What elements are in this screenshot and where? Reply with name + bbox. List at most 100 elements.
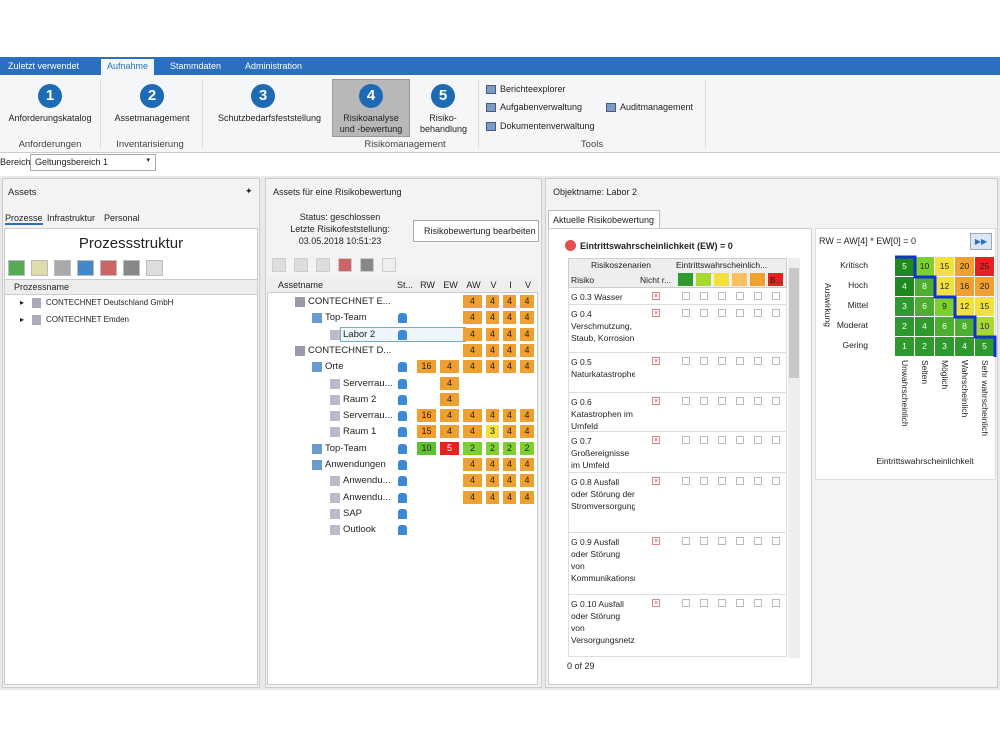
checkbox[interactable] bbox=[718, 537, 726, 545]
edit-button[interactable]: Risikobewertung bearbeiten bbox=[413, 220, 539, 242]
checkbox[interactable] bbox=[718, 309, 726, 317]
asset-name[interactable]: Orte bbox=[325, 361, 344, 373]
toolbar-icon[interactable] bbox=[8, 260, 25, 276]
checkbox[interactable] bbox=[700, 477, 708, 485]
toolbar-icon[interactable] bbox=[360, 258, 374, 272]
checkbox[interactable] bbox=[736, 477, 744, 485]
ribbon-button-label[interactable]: Schutzbedarfsfeststellung bbox=[218, 113, 322, 123]
checkbox[interactable] bbox=[718, 599, 726, 607]
step-circle[interactable]: 3 bbox=[251, 84, 275, 108]
checkbox[interactable] bbox=[754, 397, 762, 405]
toolbar-icon[interactable] bbox=[77, 260, 94, 276]
checkbox[interactable] bbox=[700, 357, 708, 365]
ribbon-tab[interactable]: Administration bbox=[245, 61, 303, 71]
asset-name[interactable]: SAP bbox=[343, 507, 363, 519]
checkbox[interactable] bbox=[700, 537, 708, 545]
step-circle[interactable]: 5 bbox=[431, 84, 455, 108]
panel-tab[interactable]: Aktuelle Risikobewertung bbox=[548, 210, 660, 228]
asset-name[interactable]: Raum 2 bbox=[343, 393, 377, 405]
checkbox[interactable] bbox=[772, 436, 780, 444]
toolbar-icon[interactable] bbox=[146, 260, 163, 276]
asset-name[interactable]: Top-Team bbox=[325, 442, 367, 454]
tree-row[interactable]: CONTECHNET Deutschland GmbH bbox=[46, 298, 174, 307]
checkbox[interactable] bbox=[754, 309, 762, 317]
checkbox[interactable] bbox=[772, 357, 780, 365]
checkbox[interactable] bbox=[700, 309, 708, 317]
checkbox[interactable] bbox=[718, 397, 726, 405]
ribbon-button-label[interactable]: Risikoanalyse und -bewertung bbox=[339, 113, 403, 134]
toolbar-icon[interactable] bbox=[100, 260, 117, 276]
checkbox[interactable] bbox=[682, 599, 690, 607]
asset-name[interactable]: Anwendu... bbox=[343, 491, 391, 503]
toolbar-icon[interactable] bbox=[31, 260, 48, 276]
asset-name[interactable]: Raum 1 bbox=[343, 426, 377, 438]
toolbar-icon[interactable] bbox=[272, 258, 286, 272]
checkbox[interactable] bbox=[754, 599, 762, 607]
checkbox[interactable] bbox=[718, 436, 726, 444]
checkbox[interactable] bbox=[772, 537, 780, 545]
checkbox[interactable] bbox=[682, 397, 690, 405]
tree-row[interactable]: CONTECHNET Emden bbox=[46, 315, 129, 324]
not-relevant-box[interactable]: × bbox=[652, 477, 660, 485]
checkbox[interactable] bbox=[772, 309, 780, 317]
not-relevant-box[interactable]: × bbox=[652, 292, 660, 300]
not-relevant-box[interactable]: × bbox=[652, 309, 660, 317]
ribbon-tab[interactable]: Zuletzt verwendet bbox=[8, 61, 80, 71]
tool-button[interactable]: Berichteexplorer bbox=[500, 84, 566, 94]
panel-tab[interactable]: Prozesse bbox=[5, 213, 43, 225]
not-relevant-box[interactable]: × bbox=[652, 397, 660, 405]
checkbox[interactable] bbox=[682, 436, 690, 444]
checkbox[interactable] bbox=[754, 436, 762, 444]
asset-name[interactable]: Serverrau... bbox=[343, 410, 393, 422]
asset-name[interactable]: Serverrau... bbox=[343, 377, 393, 389]
checkbox[interactable] bbox=[772, 292, 780, 300]
asset-name[interactable]: CONTECHNET D... bbox=[308, 344, 392, 356]
panel-tab[interactable]: Personal bbox=[104, 213, 140, 223]
checkbox[interactable] bbox=[736, 537, 744, 545]
checkbox[interactable] bbox=[700, 397, 708, 405]
panel-tab[interactable]: Infrastruktur bbox=[47, 213, 96, 223]
checkbox[interactable] bbox=[682, 309, 690, 317]
checkbox[interactable] bbox=[718, 477, 726, 485]
checkbox[interactable] bbox=[736, 309, 744, 317]
checkbox[interactable] bbox=[736, 357, 744, 365]
checkbox[interactable] bbox=[772, 599, 780, 607]
toolbar-icon[interactable] bbox=[54, 260, 71, 276]
checkbox[interactable] bbox=[736, 292, 744, 300]
step-circle[interactable]: 2 bbox=[140, 84, 164, 108]
ribbon-button-label[interactable]: Risiko-behandlung bbox=[420, 113, 468, 134]
tool-button[interactable]: Aufgabenverwaltung bbox=[500, 102, 583, 112]
toolbar-icon[interactable] bbox=[123, 260, 140, 276]
ribbon-button-label[interactable]: Anforderungskatalog bbox=[8, 113, 92, 123]
asset-name[interactable]: Anwendungen bbox=[325, 459, 386, 470]
toolbar-icon[interactable] bbox=[338, 258, 352, 272]
checkbox[interactable] bbox=[682, 477, 690, 485]
checkbox[interactable] bbox=[736, 397, 744, 405]
scope-select[interactable]: Geltungsbereich 1 ▾ bbox=[30, 154, 156, 171]
not-relevant-box[interactable]: × bbox=[652, 537, 660, 545]
asset-name[interactable]: Top-Team bbox=[325, 312, 367, 324]
step-circle[interactable]: 4 bbox=[359, 84, 383, 108]
checkbox[interactable] bbox=[682, 537, 690, 545]
not-relevant-box[interactable]: × bbox=[652, 436, 660, 444]
ribbon-tab[interactable]: Aufnahme bbox=[101, 59, 155, 75]
asset-name[interactable]: Outlook bbox=[343, 524, 376, 536]
ribbon-button-label[interactable]: Assetmanagement bbox=[114, 113, 190, 123]
tool-button[interactable]: Auditmanagement bbox=[620, 102, 694, 112]
checkbox[interactable] bbox=[736, 599, 744, 607]
ribbon-tab[interactable]: Stammdaten bbox=[170, 61, 222, 71]
tool-button[interactable]: Dokumentenverwaltung bbox=[500, 121, 595, 131]
asset-name[interactable]: CONTECHNET E... bbox=[308, 296, 391, 307]
step-circle[interactable]: 1 bbox=[38, 84, 62, 108]
checkbox[interactable] bbox=[700, 436, 708, 444]
checkbox[interactable] bbox=[682, 357, 690, 365]
checkbox[interactable] bbox=[754, 292, 762, 300]
not-relevant-box[interactable]: × bbox=[652, 357, 660, 365]
asset-name[interactable]: Anwendu... bbox=[343, 475, 391, 487]
toolbar-icon[interactable] bbox=[294, 258, 308, 272]
checkbox[interactable] bbox=[700, 292, 708, 300]
checkbox[interactable] bbox=[754, 477, 762, 485]
asset-name[interactable]: Labor 2 bbox=[343, 328, 376, 340]
checkbox[interactable] bbox=[772, 397, 780, 405]
checkbox[interactable] bbox=[772, 477, 780, 485]
